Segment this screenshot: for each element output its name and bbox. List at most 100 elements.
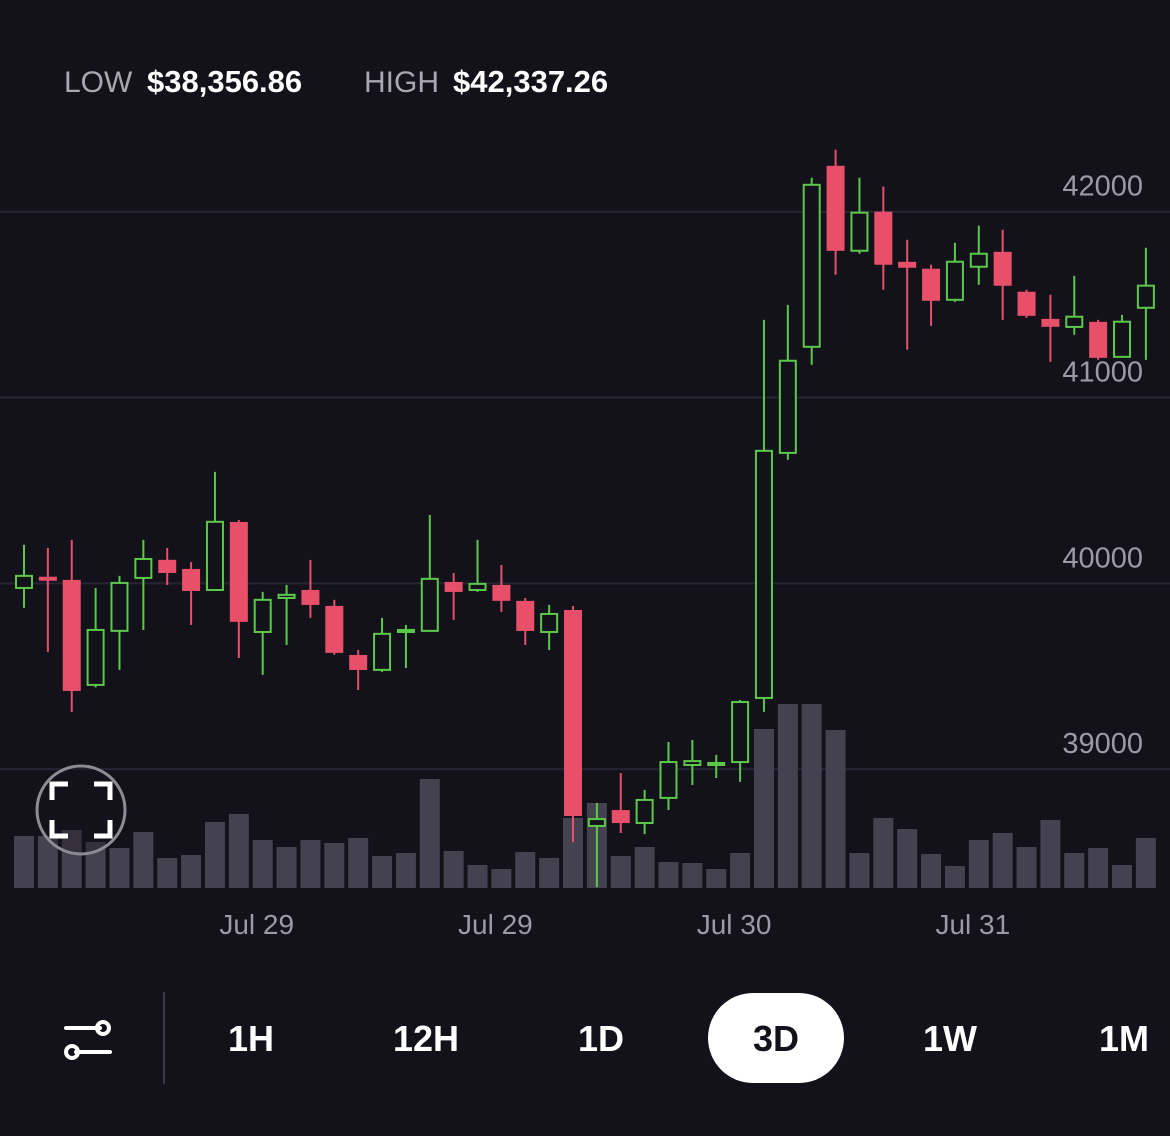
candle — [277, 584, 296, 645]
candle-body — [444, 581, 463, 592]
settings-icon-knob — [64, 1044, 80, 1060]
volume-bar — [1064, 853, 1085, 888]
expand-circle — [35, 764, 127, 856]
candle — [1089, 319, 1108, 360]
candle-body — [110, 581, 129, 632]
range-label: 1D — [578, 1018, 624, 1059]
candle — [898, 239, 917, 350]
candle — [1113, 314, 1132, 358]
range-button[interactable]: 1W — [923, 1018, 977, 1059]
candle — [945, 242, 964, 302]
candle — [1041, 294, 1060, 362]
candle-body — [86, 628, 105, 686]
x-tick-label: Jul 31 — [935, 909, 1010, 940]
candle — [38, 548, 57, 652]
candle — [802, 177, 821, 365]
volume-bar — [252, 840, 273, 888]
volume-bar — [61, 830, 82, 888]
low-label: LOW — [64, 66, 133, 99]
candle — [826, 149, 845, 275]
candle — [516, 597, 535, 645]
x-tick-label: Jul 30 — [697, 909, 772, 940]
candle-body — [1017, 291, 1036, 316]
x-tick-label: Jul 29 — [458, 909, 533, 940]
candle-body — [229, 521, 248, 622]
range-button[interactable]: 1D — [578, 1018, 624, 1059]
candle-body — [922, 268, 941, 301]
candle-body — [182, 568, 201, 592]
range-selector: 1H 12H 1D 3D 1W 1M — [228, 993, 1149, 1083]
expand-button[interactable] — [35, 764, 127, 856]
volume-bar — [157, 858, 178, 888]
candle-body — [349, 654, 368, 670]
volume-bar — [133, 832, 154, 888]
volume-bar — [14, 836, 34, 888]
candle-body — [659, 761, 678, 799]
candle — [110, 575, 129, 670]
candle — [922, 264, 941, 326]
candle — [349, 650, 368, 690]
candle — [850, 177, 869, 254]
candle — [205, 471, 224, 592]
candle-body — [587, 818, 606, 827]
candle — [1017, 289, 1036, 318]
volume-bar — [944, 866, 965, 888]
candle-body — [826, 165, 845, 251]
candle — [731, 699, 750, 782]
candle-body — [969, 252, 988, 268]
candle — [540, 604, 559, 651]
candle-body — [1041, 318, 1060, 327]
candle-body — [683, 760, 702, 767]
high-label: HIGH — [364, 66, 439, 99]
candle-body — [850, 211, 869, 252]
range-label: 12H — [393, 1018, 459, 1059]
candle-body — [516, 600, 535, 631]
candle — [301, 559, 320, 618]
volume-bar — [1016, 847, 1037, 888]
range-button[interactable]: 12H — [393, 1018, 459, 1059]
volume-bar — [443, 851, 464, 888]
volume-bar — [372, 856, 393, 888]
volume-bar — [348, 838, 369, 888]
candle-body — [635, 798, 654, 824]
volume-bar — [539, 858, 560, 888]
y-tick-label: 42000 — [1062, 171, 1143, 203]
candle-body — [158, 559, 177, 573]
candle — [182, 561, 201, 625]
candle — [62, 539, 81, 712]
volume-bar — [873, 818, 894, 888]
candle-body — [420, 577, 439, 632]
volume-bar — [467, 865, 488, 888]
candle — [325, 599, 344, 655]
range-button[interactable]: 1H — [228, 1018, 274, 1059]
candle — [754, 319, 773, 712]
plot: 39000 40000 41000 42000 Jul 29 Jul 29 Jul 30 Ju… — [0, 149, 1170, 940]
range-button[interactable]: 3D — [708, 993, 844, 1083]
candle-body — [707, 761, 726, 767]
candle — [134, 539, 153, 630]
candle — [468, 539, 487, 592]
settings-button[interactable] — [64, 1020, 112, 1060]
candle-body — [205, 520, 224, 592]
candle-body — [898, 261, 917, 268]
candle — [778, 304, 797, 460]
volume-bar — [801, 704, 822, 888]
y-tick-label: 40000 — [1062, 542, 1143, 574]
volume-bar — [658, 862, 679, 888]
candle — [874, 186, 893, 290]
candle — [969, 225, 988, 285]
candle — [683, 739, 702, 786]
candle-body — [277, 593, 296, 599]
candle-body — [754, 449, 773, 699]
range-button[interactable]: 1M — [1099, 1018, 1149, 1059]
candle — [15, 544, 33, 608]
volume-bar — [849, 853, 870, 888]
candle — [1136, 247, 1155, 360]
candle-body — [778, 359, 797, 454]
candle — [492, 564, 511, 612]
volume-bar — [109, 848, 130, 888]
volume-bar — [419, 779, 440, 888]
y-tick-label: 39000 — [1062, 728, 1143, 760]
